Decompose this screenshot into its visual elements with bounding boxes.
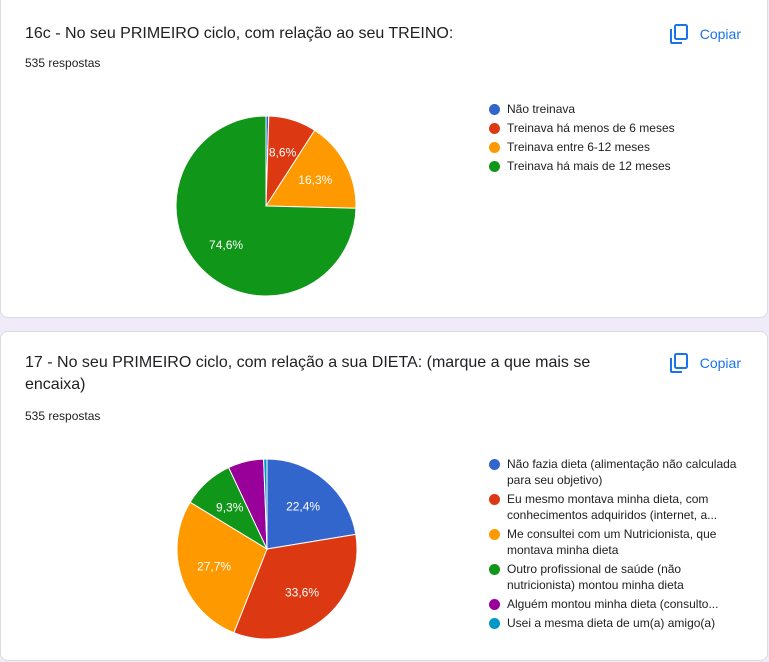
legend-label: Treinava há menos de 6 meses [507,121,675,135]
legend-item[interactable]: Me consultei com um Nutricionista, que m… [489,526,737,558]
legend-label: Treinava entre 6-12 meses [507,140,650,154]
slice-label: 33,6% [285,585,319,599]
legend-color-dot [489,161,500,172]
legend-color-dot [489,104,500,115]
legend-label: Me consultei com um Nutricionista, que m… [507,527,717,557]
legend-label: Não treinava [507,102,576,116]
legend-label: Treinava há mais de 12 meses [507,159,671,173]
question-title: 16c - No seu PRIMEIRO ciclo, com relação… [25,25,454,42]
legend-item[interactable]: Treinava entre 6-12 meses [489,139,737,155]
legend-item[interactable]: Usei a mesma dieta de um(a) amigo(a) [489,615,737,631]
legend-color-dot [489,123,500,134]
legend-item[interactable]: Alguém montou minha dieta (consulto... [489,596,737,612]
slice-label: 8,6% [269,146,297,160]
legend-color-dot [489,142,500,153]
slice-label: 9,3% [216,500,244,514]
legend-item[interactable]: Treinava há mais de 12 meses [489,158,737,174]
pie-slice[interactable] [263,458,268,550]
legend-item[interactable]: Treinava há menos de 6 meses [489,120,737,136]
legend-item[interactable]: Eu mesmo montava minha dieta, com conhec… [489,491,737,523]
legend-item[interactable]: Outro profissional de saúde (não nutrici… [489,561,737,593]
question-card-16c: 16c - No seu PRIMEIRO ciclo, com relação… [0,0,768,318]
slice-label: 74,6% [209,238,243,252]
copy-button[interactable]: Copiar [669,22,741,46]
response-count: 535 respostas [25,56,101,70]
copy-icon [669,353,688,373]
chart-legend: Não treinava Treinava há menos de 6 meses… [489,101,737,177]
pie-chart-dieta: 22,4% 33,6% 27,7% 9,3% [176,458,358,640]
pie-slice[interactable] [265,129,357,209]
copy-icon [669,24,688,44]
legend-label: Eu mesmo montava minha dieta, com conhec… [507,492,718,522]
pie-slice[interactable] [175,115,357,297]
copy-label: Copiar [699,355,741,371]
pie-slice[interactable] [233,533,358,640]
legend-label: Não fazia dieta (alimentação não calcula… [507,457,737,487]
pie-chart-treino: 8,6%16,3% 74,6% [175,115,357,297]
slice-label: 22,4% [286,499,320,513]
legend-item[interactable]: Não treinava [489,101,737,117]
legend-label: Outro profissional de saúde (não nutrici… [507,562,684,592]
question-title: 17 - No seu PRIMEIRO ciclo, com relação … [25,354,591,393]
chart-legend: Não fazia dieta (alimentação não calcula… [489,456,737,634]
question-card-17: 17 - No seu PRIMEIRO ciclo, com relação … [0,331,768,661]
pie-slice[interactable] [176,501,268,634]
slice-label: 16,3% [298,173,332,187]
response-count: 535 respostas [25,409,101,423]
legend-item[interactable]: Não fazia dieta (alimentação não calcula… [489,456,737,488]
legend-label: Usei a mesma dieta de um(a) amigo(a) [507,616,716,630]
legend-color-dot [489,494,500,505]
copy-button[interactable]: Copiar [669,351,741,375]
pie-slice[interactable] [266,458,357,550]
legend-color-dot [489,529,500,540]
legend-color-dot [489,599,500,610]
legend-color-dot [489,618,500,629]
slice-label: 27,7% [197,560,231,574]
copy-label: Copiar [699,26,741,42]
legend-label: Alguém montou minha dieta (consulto... [507,597,719,611]
legend-color-dot [489,459,500,470]
legend-color-dot [489,564,500,575]
